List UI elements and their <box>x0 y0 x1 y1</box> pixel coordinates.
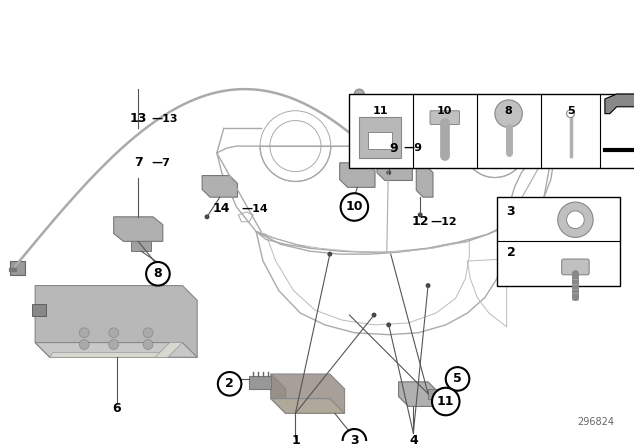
Text: —13: —13 <box>151 114 177 124</box>
Circle shape <box>387 323 391 327</box>
Circle shape <box>143 328 153 338</box>
Text: 11: 11 <box>437 395 454 408</box>
Text: 9: 9 <box>389 142 398 155</box>
FancyBboxPatch shape <box>359 116 401 158</box>
FancyBboxPatch shape <box>430 111 460 125</box>
Circle shape <box>426 283 431 288</box>
Polygon shape <box>131 241 151 251</box>
Text: 5: 5 <box>566 106 574 116</box>
Text: 2: 2 <box>507 246 515 259</box>
Polygon shape <box>271 374 285 414</box>
FancyBboxPatch shape <box>368 132 392 149</box>
Text: 13: 13 <box>129 112 147 125</box>
Text: —9: —9 <box>403 143 422 153</box>
Circle shape <box>387 170 391 175</box>
Polygon shape <box>428 389 443 399</box>
Text: —7: —7 <box>151 158 170 168</box>
Circle shape <box>146 262 170 285</box>
Polygon shape <box>399 382 438 406</box>
Circle shape <box>143 340 153 349</box>
Circle shape <box>566 211 584 228</box>
Text: 8: 8 <box>505 106 513 116</box>
Text: 6: 6 <box>113 402 121 415</box>
Circle shape <box>109 340 118 349</box>
Circle shape <box>418 212 422 217</box>
Circle shape <box>355 89 364 99</box>
FancyBboxPatch shape <box>349 94 640 168</box>
Polygon shape <box>155 343 182 358</box>
Circle shape <box>432 388 460 415</box>
Text: 12: 12 <box>412 215 429 228</box>
Circle shape <box>372 313 376 318</box>
FancyBboxPatch shape <box>562 259 589 275</box>
Text: 10: 10 <box>437 106 452 116</box>
Circle shape <box>352 195 357 200</box>
Circle shape <box>495 100 522 127</box>
Text: 3: 3 <box>350 434 358 447</box>
Text: —14: —14 <box>241 204 268 214</box>
Polygon shape <box>50 353 171 358</box>
Text: 10: 10 <box>346 201 363 214</box>
Circle shape <box>328 252 332 257</box>
Circle shape <box>205 214 209 219</box>
Circle shape <box>557 202 593 237</box>
Polygon shape <box>271 374 344 414</box>
Polygon shape <box>202 176 237 197</box>
FancyBboxPatch shape <box>10 261 26 275</box>
Text: 2: 2 <box>225 377 234 390</box>
Polygon shape <box>249 376 271 389</box>
Text: 4: 4 <box>409 434 418 447</box>
Circle shape <box>566 110 575 117</box>
FancyBboxPatch shape <box>32 304 46 316</box>
Text: 7: 7 <box>134 156 143 169</box>
Polygon shape <box>605 94 640 114</box>
Text: 1: 1 <box>291 434 300 447</box>
FancyBboxPatch shape <box>497 197 620 285</box>
Text: 3: 3 <box>507 205 515 218</box>
Text: 296824: 296824 <box>578 417 614 427</box>
Circle shape <box>340 193 368 221</box>
Circle shape <box>445 367 469 391</box>
Polygon shape <box>416 166 433 197</box>
Polygon shape <box>377 156 412 181</box>
Circle shape <box>109 328 118 338</box>
Polygon shape <box>114 217 163 241</box>
Text: 11: 11 <box>373 106 388 116</box>
Polygon shape <box>35 285 197 358</box>
Text: 8: 8 <box>154 267 162 280</box>
Text: 5: 5 <box>453 372 462 385</box>
Text: —12: —12 <box>430 217 457 227</box>
Circle shape <box>342 429 366 448</box>
Circle shape <box>79 340 89 349</box>
Polygon shape <box>340 163 375 187</box>
Polygon shape <box>271 399 344 414</box>
Text: 14: 14 <box>213 202 230 215</box>
Circle shape <box>218 372 241 396</box>
Circle shape <box>79 328 89 338</box>
Polygon shape <box>357 153 369 163</box>
Polygon shape <box>35 343 197 358</box>
